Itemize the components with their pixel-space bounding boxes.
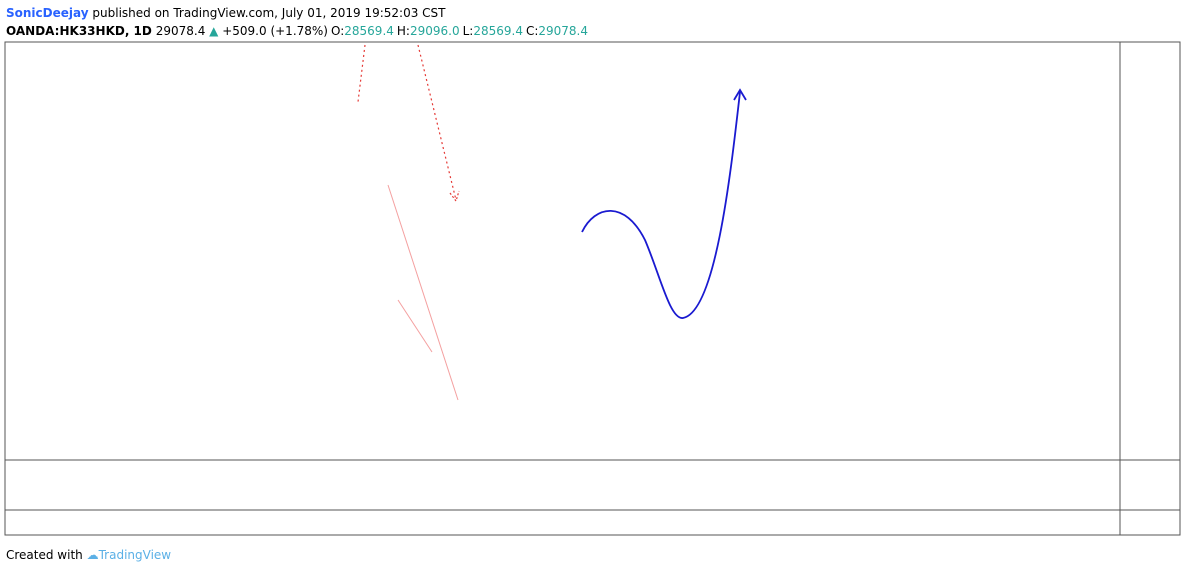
publish-line: SonicDeejay published on TradingView.com… (6, 4, 588, 22)
change: +509.0 (+1.78%) (222, 24, 328, 38)
change-icon: ▲ (209, 24, 219, 38)
arrow-head (449, 190, 460, 203)
trend-line (387, 184, 459, 401)
chart-frame (4, 41, 1181, 536)
quote-value: 28569.4 (473, 24, 523, 38)
quote-label: H: (396, 24, 410, 38)
quote-value: 29096.0 (409, 24, 460, 38)
trend-line (397, 299, 433, 353)
quote-label: L: (462, 24, 474, 38)
symbol-line: OANDA:HK33HKD, 1D 29078.4 ▲ +509.0 (+1.7… (6, 22, 588, 40)
dotted-arrow (357, 44, 366, 103)
footer-logo: ☁ (86, 548, 99, 562)
author[interactable]: SonicDeejay (6, 6, 89, 20)
quote-label: O: (330, 24, 345, 38)
last-price: 29078.4 (155, 24, 206, 38)
footer: Created with ☁TradingView (6, 548, 171, 562)
dotted-arrow (417, 44, 457, 201)
projection-curve (581, 91, 741, 319)
header: SonicDeejay published on TradingView.com… (6, 4, 588, 40)
quote-value: 28569.4 (344, 24, 394, 38)
quote-label: C: (525, 24, 539, 38)
quote-value: 29078.4 (538, 24, 588, 38)
arrow-head (733, 88, 747, 101)
symbol: OANDA:HK33HKD, 1D (6, 24, 152, 38)
drawings (357, 44, 747, 401)
footer-brand[interactable]: TradingView (98, 548, 172, 562)
footer-text: Created with (6, 548, 83, 562)
published: published on TradingView.com, July 01, 2… (92, 6, 446, 20)
